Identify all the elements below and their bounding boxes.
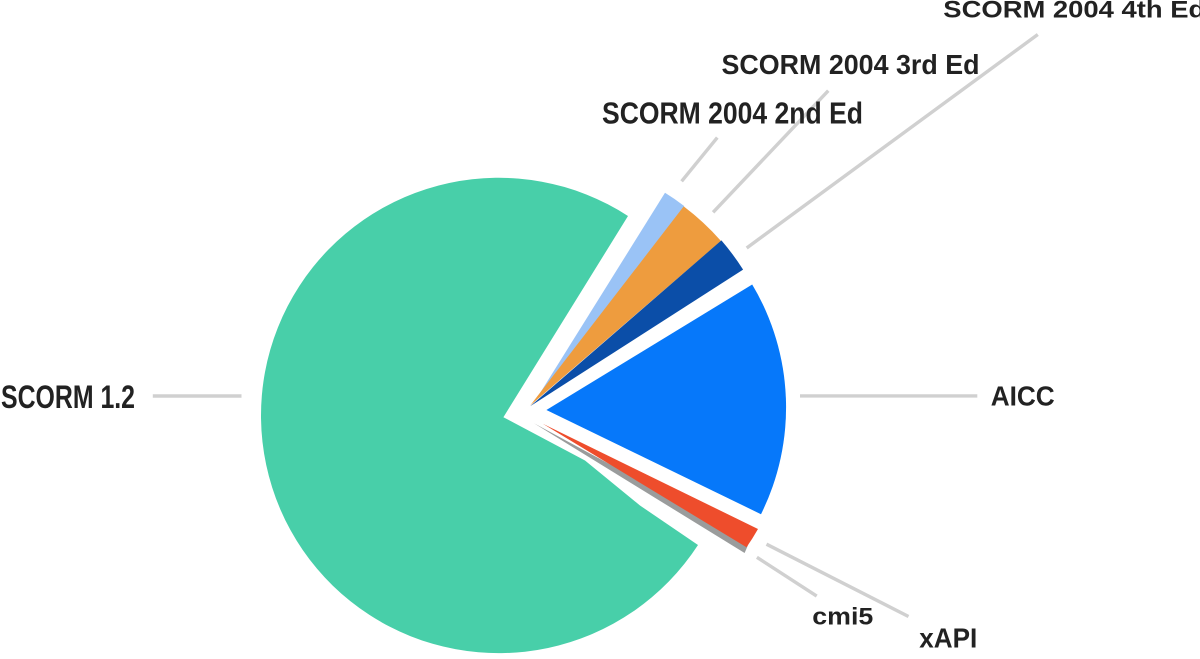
svg-text:cmi5: cmi5 bbox=[812, 603, 873, 630]
svg-text:SCORM 2004 2nd Ed: SCORM 2004 2nd Ed bbox=[602, 97, 863, 131]
svg-text:SCORM 1.2: SCORM 1.2 bbox=[1, 379, 135, 415]
svg-text:xAPI: xAPI bbox=[919, 623, 977, 654]
svg-text:SCORM 2004 3rd Ed: SCORM 2004 3rd Ed bbox=[722, 49, 980, 80]
svg-text:AICC: AICC bbox=[991, 380, 1055, 411]
svg-text:SCORM 2004 4th Ed: SCORM 2004 4th Ed bbox=[943, 0, 1200, 24]
